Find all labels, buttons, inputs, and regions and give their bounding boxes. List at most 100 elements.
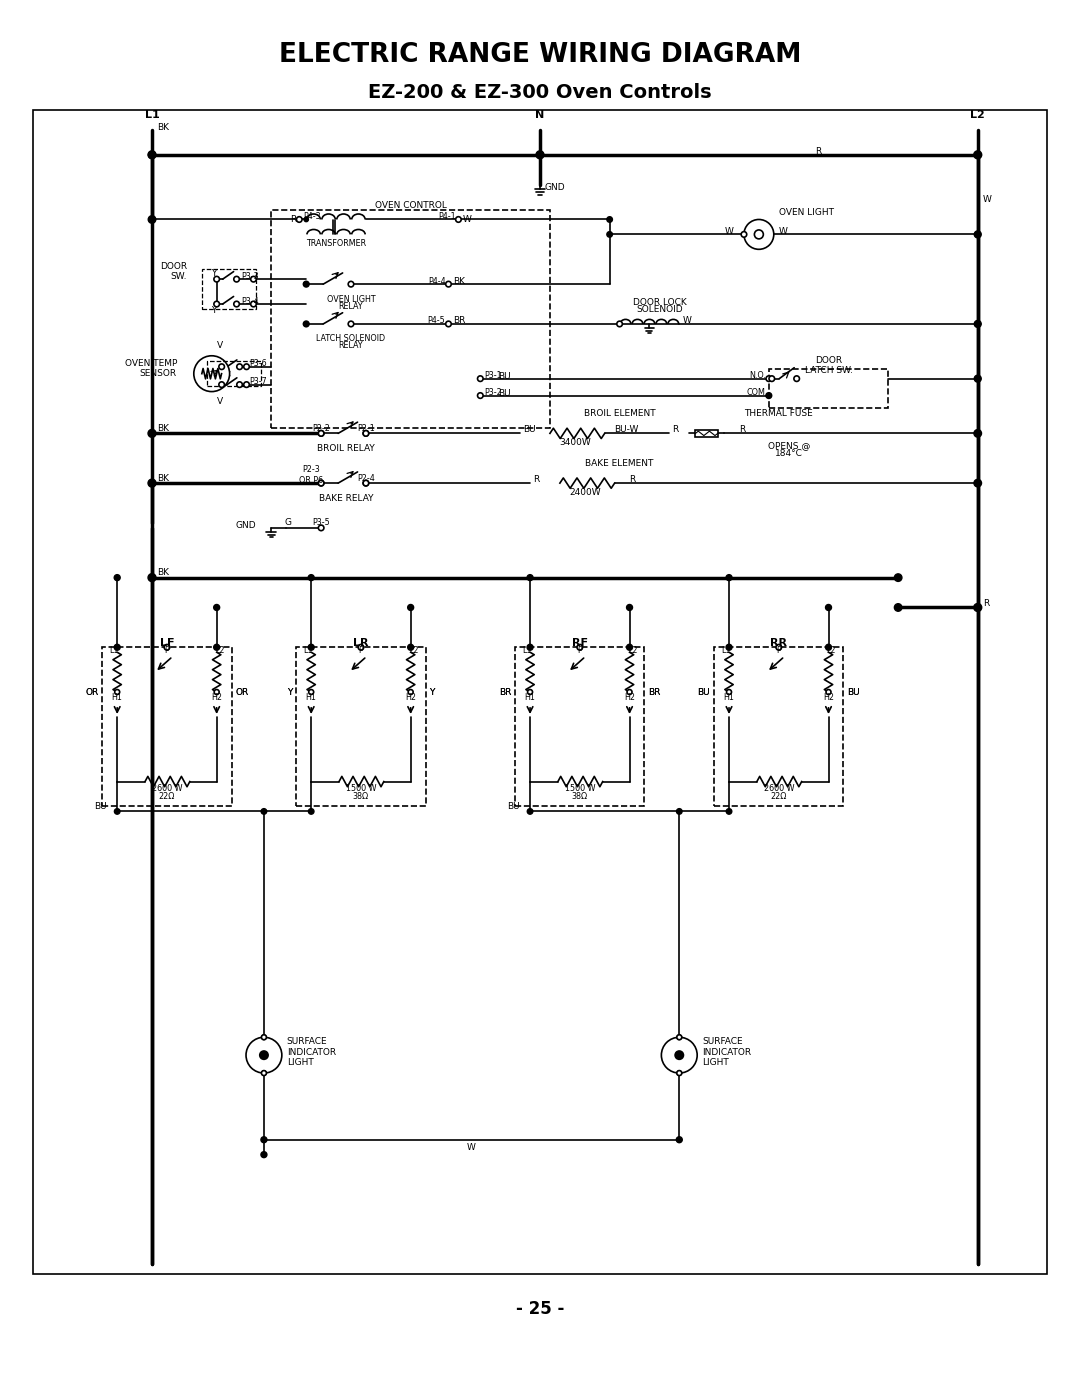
Text: P2-1: P2-1 — [357, 423, 375, 433]
Circle shape — [214, 605, 219, 610]
Text: SURFACE
INDICATOR
LIGHT: SURFACE INDICATOR LIGHT — [702, 1037, 752, 1067]
Circle shape — [446, 281, 451, 286]
Bar — [515, 647, 645, 806]
Circle shape — [825, 605, 832, 610]
Text: 2600 W: 2600 W — [764, 784, 794, 793]
Text: R: R — [739, 425, 745, 434]
Bar — [202, 270, 256, 309]
Text: P3-4: P3-4 — [242, 296, 259, 306]
Circle shape — [677, 1071, 681, 1076]
Circle shape — [214, 690, 219, 694]
Text: BROIL RELAY: BROIL RELAY — [318, 444, 375, 453]
Text: BR: BR — [499, 687, 511, 697]
Circle shape — [193, 356, 230, 391]
Circle shape — [363, 481, 368, 486]
Circle shape — [214, 302, 219, 307]
Bar — [769, 369, 888, 408]
Text: L1: L1 — [523, 645, 531, 655]
Circle shape — [974, 604, 982, 612]
Circle shape — [676, 809, 683, 814]
Circle shape — [214, 277, 219, 282]
Text: DOOR
SW.: DOOR SW. — [160, 261, 187, 281]
Circle shape — [677, 1035, 681, 1039]
Circle shape — [527, 690, 532, 694]
Text: DOOR LOCK: DOOR LOCK — [633, 298, 686, 306]
Circle shape — [408, 690, 414, 694]
Text: OR: OR — [85, 687, 98, 697]
Circle shape — [305, 218, 309, 222]
Circle shape — [261, 1151, 267, 1158]
Circle shape — [259, 1051, 269, 1060]
Circle shape — [794, 376, 799, 381]
Text: P3-6: P3-6 — [249, 359, 267, 369]
Circle shape — [164, 644, 170, 650]
Circle shape — [726, 574, 732, 581]
Circle shape — [741, 232, 746, 237]
Text: RELAY: RELAY — [339, 302, 363, 310]
Circle shape — [577, 644, 582, 650]
Circle shape — [477, 393, 483, 398]
Text: H2: H2 — [624, 693, 635, 701]
Circle shape — [626, 605, 633, 610]
Text: BR: BR — [454, 317, 465, 326]
Text: P3-3: P3-3 — [242, 271, 259, 281]
Circle shape — [755, 231, 764, 239]
Text: P3-5: P3-5 — [312, 518, 330, 528]
Circle shape — [974, 151, 982, 159]
Circle shape — [261, 1035, 267, 1039]
Text: W: W — [462, 215, 471, 224]
Circle shape — [319, 481, 324, 486]
Text: BU: BU — [498, 372, 511, 381]
Text: 38Ω: 38Ω — [353, 792, 369, 800]
Text: H1: H1 — [724, 693, 734, 701]
Circle shape — [244, 365, 249, 369]
Circle shape — [251, 277, 256, 282]
Text: 2600 W: 2600 W — [151, 784, 183, 793]
Text: P: P — [359, 645, 363, 655]
Circle shape — [677, 1035, 681, 1039]
Text: BU: BU — [698, 687, 711, 697]
Circle shape — [477, 376, 483, 381]
Circle shape — [825, 644, 832, 650]
Text: P: P — [578, 645, 582, 655]
Text: OVEN TEMP
SENSOR: OVEN TEMP SENSOR — [124, 359, 177, 379]
Text: R: R — [983, 599, 989, 608]
Text: R: R — [291, 215, 296, 224]
Text: BROIL ELEMENT: BROIL ELEMENT — [584, 409, 656, 418]
Text: L2: L2 — [970, 110, 985, 120]
Text: P: P — [164, 645, 170, 655]
Text: BU: BU — [698, 687, 711, 697]
Circle shape — [219, 365, 225, 369]
Text: H2: H2 — [212, 693, 222, 701]
Text: BU-W: BU-W — [615, 425, 639, 434]
Text: L1: L1 — [145, 110, 160, 120]
Text: 1500 W: 1500 W — [565, 784, 595, 793]
Circle shape — [308, 644, 314, 650]
Bar — [714, 647, 843, 806]
Text: - 25 -: - 25 - — [516, 1299, 564, 1317]
Text: V: V — [217, 397, 222, 407]
Text: COM: COM — [747, 388, 766, 397]
Text: V: V — [217, 341, 222, 351]
Circle shape — [148, 215, 156, 224]
Text: P2-2: P2-2 — [312, 423, 330, 433]
Text: BU: BU — [523, 425, 536, 434]
Text: Y: Y — [430, 687, 435, 697]
Circle shape — [244, 381, 249, 387]
Circle shape — [114, 690, 120, 694]
Text: H1: H1 — [306, 693, 316, 701]
Circle shape — [626, 644, 633, 650]
Text: H2: H2 — [405, 693, 416, 701]
Text: DOOR
LATCH SW.: DOOR LATCH SW. — [805, 356, 852, 376]
Text: SURFACE
INDICATOR
LIGHT: SURFACE INDICATOR LIGHT — [287, 1037, 336, 1067]
Circle shape — [446, 321, 451, 327]
Text: P3-7: P3-7 — [249, 377, 267, 386]
Text: H1: H1 — [525, 693, 536, 701]
Circle shape — [114, 644, 120, 650]
Text: OR: OR — [235, 687, 248, 697]
Circle shape — [974, 430, 982, 437]
Circle shape — [319, 430, 324, 436]
Circle shape — [148, 574, 156, 581]
Text: GND: GND — [545, 183, 566, 193]
Circle shape — [305, 282, 309, 286]
